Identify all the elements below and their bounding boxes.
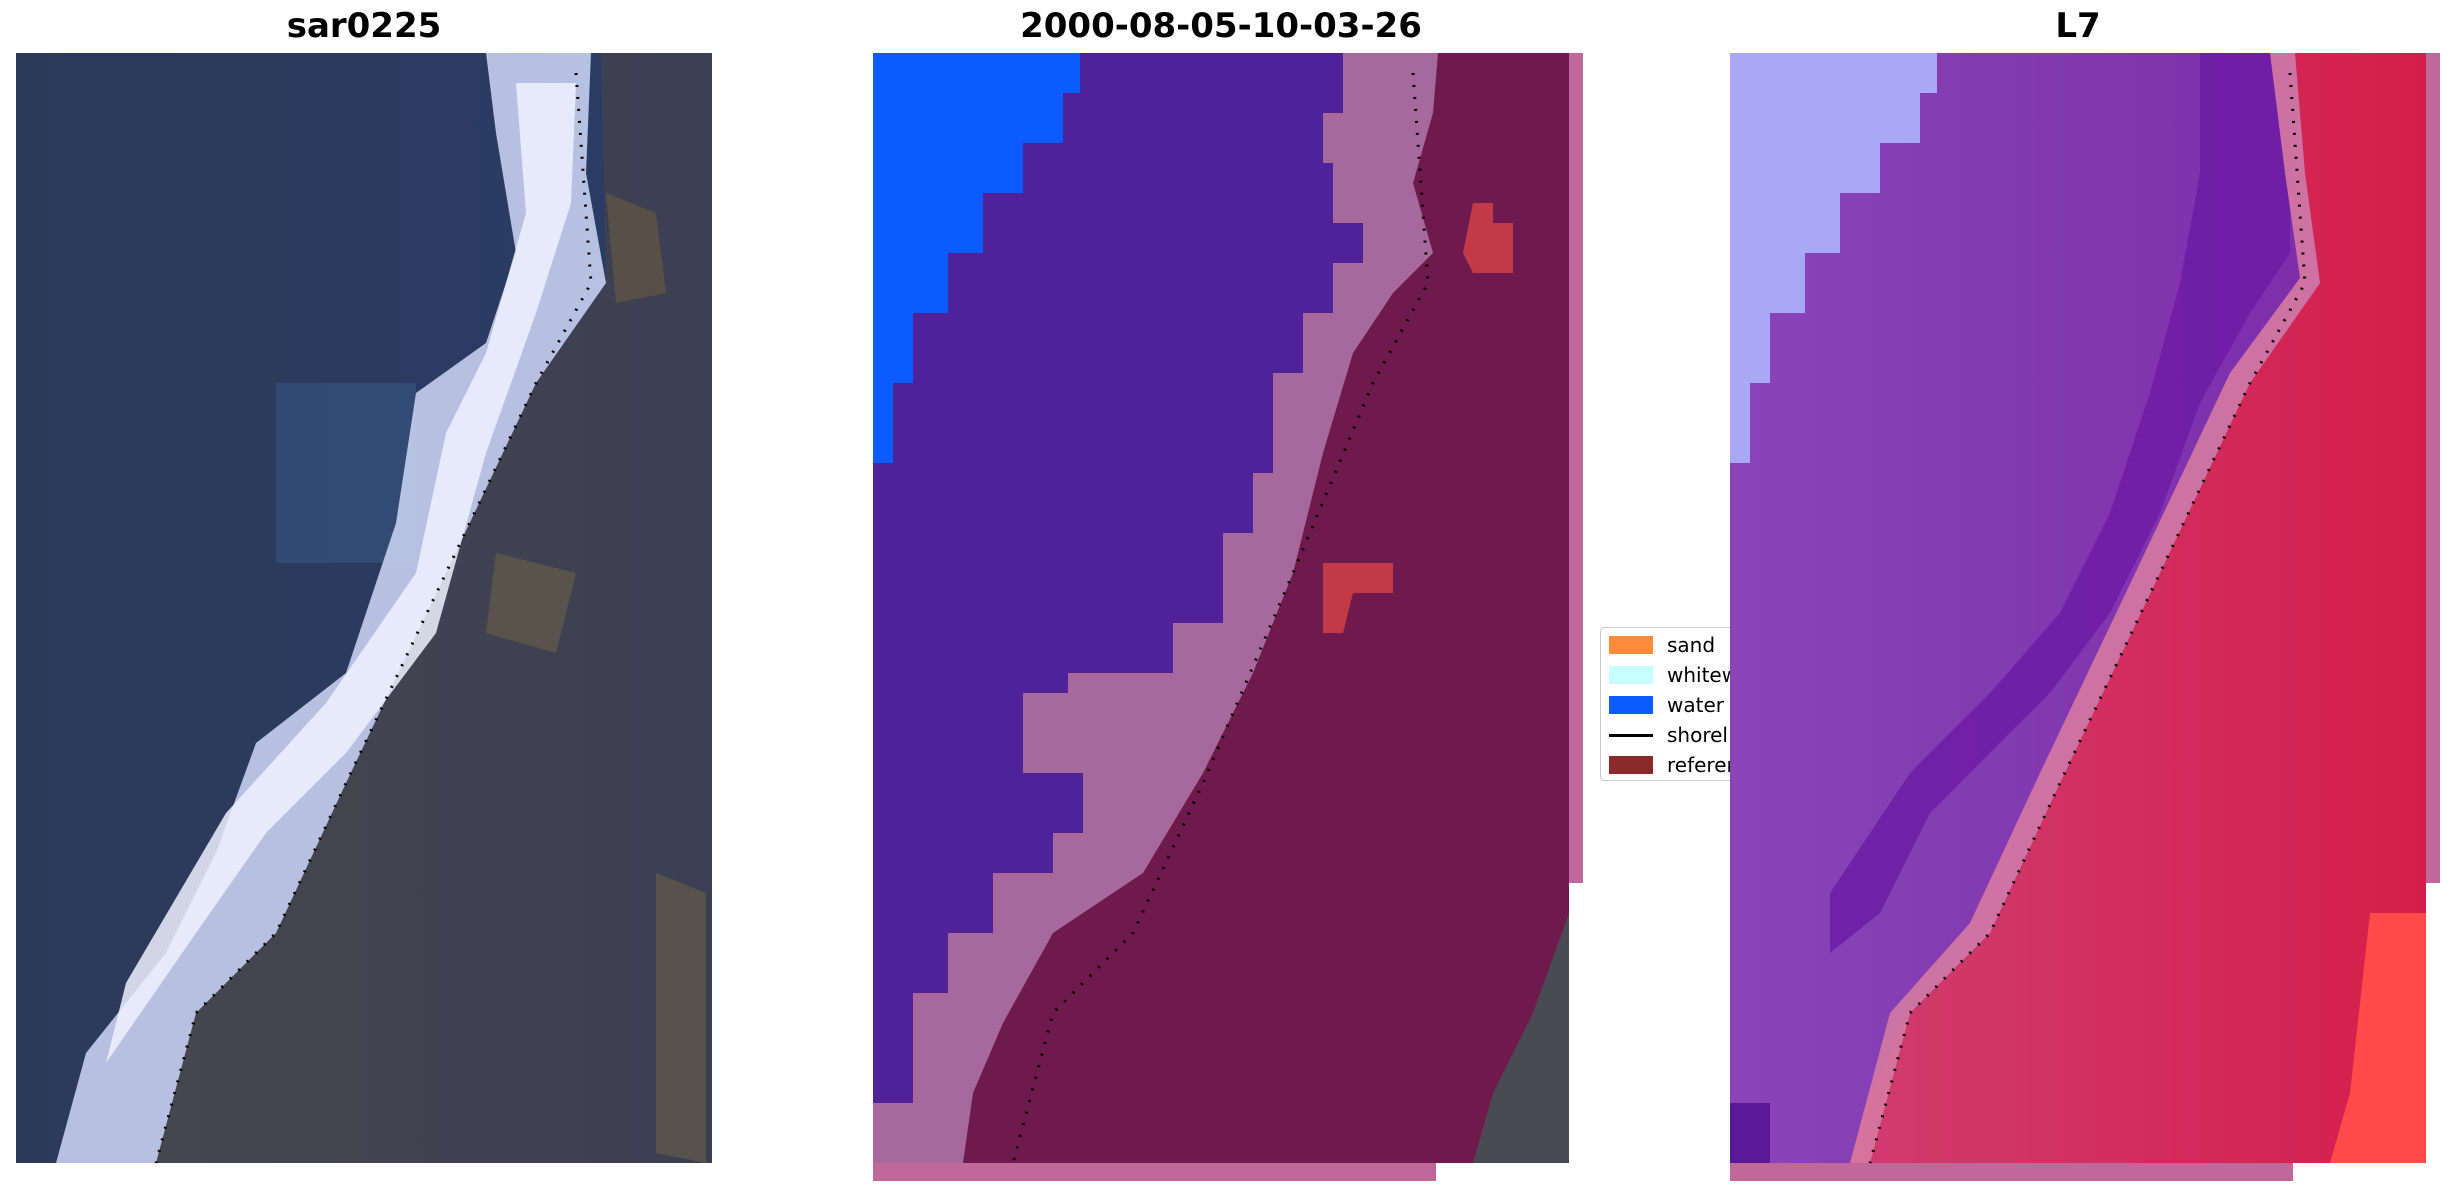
legend-label-reference: referer bbox=[1667, 753, 1735, 777]
panel-title-index: L7 bbox=[2055, 6, 2101, 46]
legend-item-water: water bbox=[1609, 692, 1724, 718]
legend-swatch-water bbox=[1609, 696, 1653, 714]
legend-swatch-whitewater bbox=[1609, 666, 1653, 684]
panel-title-rgb: sar0225 bbox=[286, 6, 442, 46]
legend-label-shoreline: shorel bbox=[1667, 723, 1728, 747]
legend-item-reference: referer bbox=[1609, 752, 1735, 778]
satellite-rgb-image bbox=[16, 53, 712, 1163]
legend-label-whitewater: whitew bbox=[1667, 663, 1739, 687]
legend-label-sand: sand bbox=[1667, 633, 1716, 657]
legend-item-shoreline: shorel bbox=[1609, 722, 1728, 748]
panel-title-classification: 2000-08-05-10-03-26 bbox=[1020, 6, 1422, 46]
legend-item-sand: sand bbox=[1609, 632, 1715, 658]
index-image bbox=[1730, 53, 2440, 1181]
legend-swatch-shoreline bbox=[1609, 733, 1653, 737]
legend-label-water: water bbox=[1667, 693, 1724, 717]
legend-item-whitewater: whitew bbox=[1609, 662, 1738, 688]
legend-swatch-sand bbox=[1609, 636, 1653, 654]
classification-image bbox=[873, 53, 1583, 1181]
legend-swatch-reference bbox=[1609, 756, 1653, 774]
